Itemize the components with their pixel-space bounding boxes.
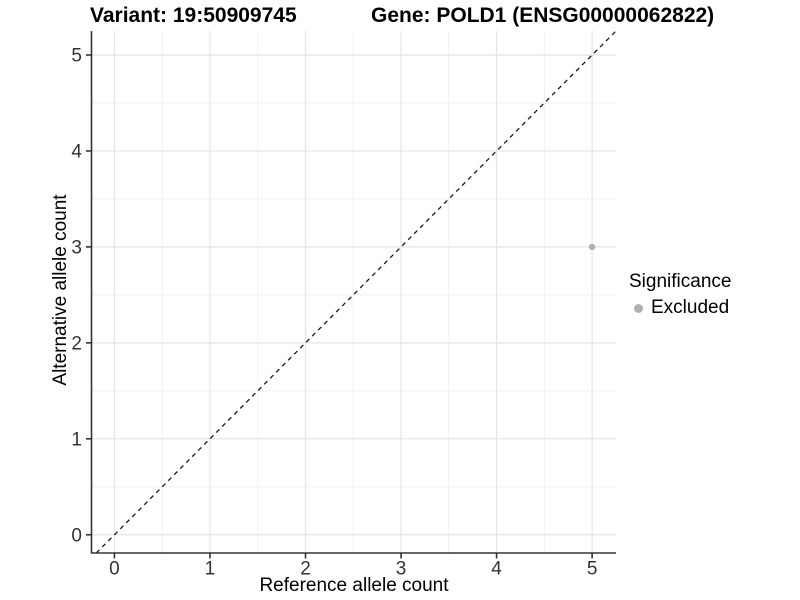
x-tick-label: 0: [109, 559, 120, 580]
axis-line: [90, 31, 616, 554]
legend-title: Significance: [629, 271, 732, 292]
data-point: [588, 243, 596, 251]
legend-item-label: Excluded: [651, 297, 730, 318]
y-tick-label: 5: [71, 45, 82, 66]
y-axis-title: Alternative allele count: [50, 194, 71, 386]
x-tick-label: 3: [396, 559, 407, 580]
y-tick-label: 0: [71, 525, 82, 546]
gene-title: Gene: POLD1 (ENSG00000062822): [371, 4, 715, 27]
identity-line: [95, 30, 617, 554]
x-tick-label: 2: [300, 559, 311, 580]
variant-title: Variant: 19:50909745: [90, 4, 297, 27]
legend: Significance Excluded: [629, 271, 731, 319]
x-axis-title: Reference allele count: [259, 575, 449, 596]
legend-item-excluded: Excluded: [629, 297, 731, 319]
x-tick-label: 5: [587, 559, 598, 580]
y-tick-label: 4: [71, 141, 82, 162]
y-tick-label: 3: [71, 237, 82, 258]
excluded-dot-icon: [634, 303, 643, 313]
y-tick-label: 1: [71, 429, 82, 450]
x-tick-label: 1: [205, 559, 216, 580]
y-tick-label: 2: [71, 333, 82, 354]
x-tick-label: 4: [491, 559, 502, 580]
